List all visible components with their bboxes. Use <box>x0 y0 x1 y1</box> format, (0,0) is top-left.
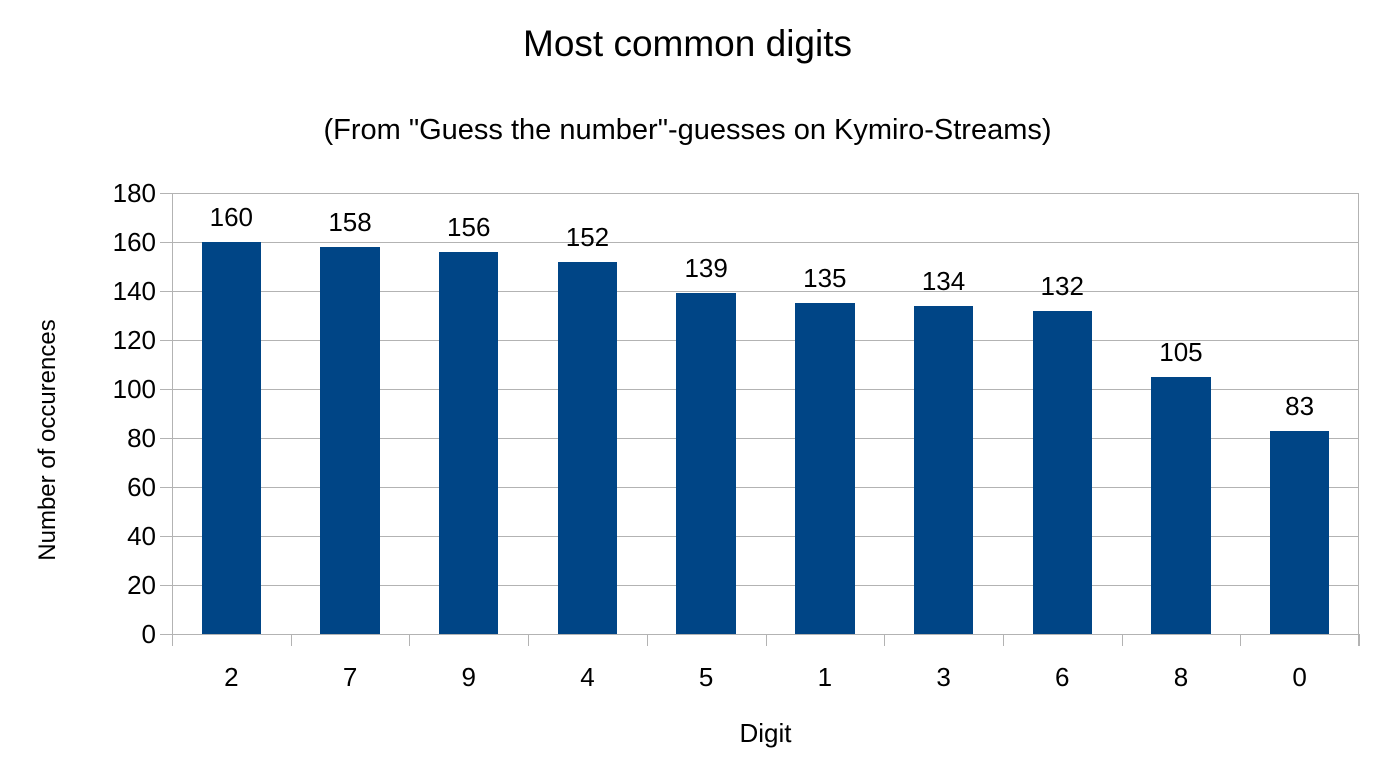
x-tick-label: 6 <box>1055 662 1070 692</box>
bar-digit-2 <box>201 242 262 634</box>
x-tick-label: 2 <box>224 662 239 692</box>
bar-digit-3 <box>913 305 974 634</box>
bar-digit-8 <box>1151 376 1211 634</box>
x-tick-mark <box>1121 634 1123 646</box>
gridline <box>160 389 1359 390</box>
bar-digit-0 <box>1269 430 1330 634</box>
y-tick-label: 160 <box>112 227 156 257</box>
data-label: 139 <box>684 253 728 284</box>
y-tick-label: 0 <box>141 619 156 649</box>
x-tick-mark <box>646 634 648 646</box>
chart-subtitle: (From "Guess the number"-guesses on Kymi… <box>323 114 1052 146</box>
bar-digit-5 <box>676 293 736 634</box>
x-tick-label: 3 <box>936 662 951 692</box>
x-tick-mark <box>528 634 530 646</box>
data-label: 134 <box>921 265 966 296</box>
gridline <box>160 193 1359 194</box>
x-tick-mark <box>1002 634 1004 646</box>
bar-digit-7 <box>320 246 380 634</box>
data-label: 160 <box>209 202 254 232</box>
plot-area: 0 20 40 60 80 100 120 140 160 180 160 2 158 7 156 9 152 4… <box>113 180 1360 692</box>
data-label: 83 <box>1285 390 1315 421</box>
x-tick-label: 8 <box>1173 662 1189 692</box>
x-tick-mark <box>1240 634 1242 646</box>
x-tick-label: 5 <box>698 662 714 692</box>
chart-title: Most common digits <box>523 23 852 64</box>
y-tick-label: 120 <box>112 325 156 355</box>
bar-digit-4 <box>557 261 618 634</box>
gridline <box>160 585 1359 586</box>
x-tick-label: 1 <box>817 662 833 692</box>
x-tick-label: 7 <box>342 662 358 692</box>
x-tick-mark <box>1359 634 1360 646</box>
data-label: 135 <box>803 263 847 294</box>
x-tick-mark <box>884 634 886 646</box>
y-tick-label: 20 <box>127 570 156 600</box>
y-tick-label: 60 <box>127 472 156 502</box>
gridline <box>160 291 1359 292</box>
gridline <box>160 487 1359 488</box>
gridline <box>160 536 1359 537</box>
x-tick-mark <box>172 634 173 646</box>
y-tick-label: 100 <box>112 374 156 404</box>
x-tick-mark <box>409 634 411 646</box>
y-axis-line <box>172 193 173 646</box>
x-tick-label: 0 <box>1292 662 1307 692</box>
bar-digit-9 <box>439 251 499 634</box>
y-tick-label: 80 <box>127 423 156 453</box>
gridline <box>160 634 1359 635</box>
plot-right-border <box>1358 193 1359 646</box>
x-tick-mark <box>765 634 767 646</box>
x-tick-label: 4 <box>580 662 595 692</box>
x-tick-mark <box>290 634 292 646</box>
gridline <box>160 242 1359 243</box>
data-label: 105 <box>1159 336 1203 367</box>
gridline <box>160 340 1359 341</box>
x-axis-label: Digit <box>739 718 792 748</box>
y-tick-label: 180 <box>112 178 156 208</box>
y-tick-label: 40 <box>127 521 156 551</box>
data-label: 156 <box>447 211 491 242</box>
y-axis-label: Number of occurences <box>34 319 61 561</box>
data-label: 158 <box>328 206 372 237</box>
data-label: 132 <box>1040 270 1084 301</box>
gridline <box>160 438 1359 439</box>
bar-digit-6 <box>1032 310 1092 634</box>
x-tick-label: 9 <box>461 662 476 692</box>
bar-digit-1 <box>795 303 855 634</box>
y-tick-label: 140 <box>112 276 156 306</box>
data-label: 152 <box>565 221 610 252</box>
